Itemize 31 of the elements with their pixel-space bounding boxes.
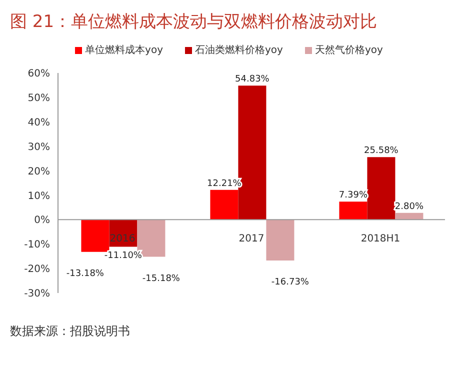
x-tick-label: 2017 <box>238 234 264 245</box>
legend-label: 单位燃料成本yoy <box>84 44 164 57</box>
data-label: -16.73% <box>271 278 310 288</box>
bar <box>210 190 238 220</box>
data-label: -15.18% <box>142 274 180 284</box>
y-tick-label: -20% <box>24 264 50 276</box>
source-note: 数据来源：招股说明书 <box>9 323 131 340</box>
y-tick-label: 30% <box>28 142 50 153</box>
bar <box>367 157 396 220</box>
y-tick-label: -10% <box>24 240 50 251</box>
data-label: 7.39% <box>338 190 368 201</box>
legend-label: 天然气价格yoy <box>314 44 383 57</box>
data-label: -11.10% <box>104 250 142 261</box>
data-label: 25.58% <box>364 146 399 156</box>
y-tick-label: -30% <box>24 288 50 300</box>
data-label: 2.80% <box>394 202 424 212</box>
bar <box>81 220 110 252</box>
x-tick-label: 2016 <box>110 234 136 245</box>
y-tick-label: 60% <box>28 68 50 80</box>
y-tick-label: 20% <box>28 166 50 178</box>
x-tick-label: 2018H1 <box>360 234 400 245</box>
data-label: -13.18% <box>66 268 104 279</box>
data-label: 54.83% <box>235 74 270 85</box>
y-tick-label: 0% <box>34 215 50 226</box>
bar <box>339 202 368 220</box>
chart-title: 图 21：单位燃料成本波动与双燃料价格波动对比 <box>9 11 378 33</box>
y-tick-label: 40% <box>28 117 50 128</box>
bar <box>266 220 294 261</box>
y-tick-label: 50% <box>28 92 50 104</box>
y-tick-label: 10% <box>28 190 50 202</box>
legend-label: 石油类燃料价格yoy <box>194 44 283 57</box>
